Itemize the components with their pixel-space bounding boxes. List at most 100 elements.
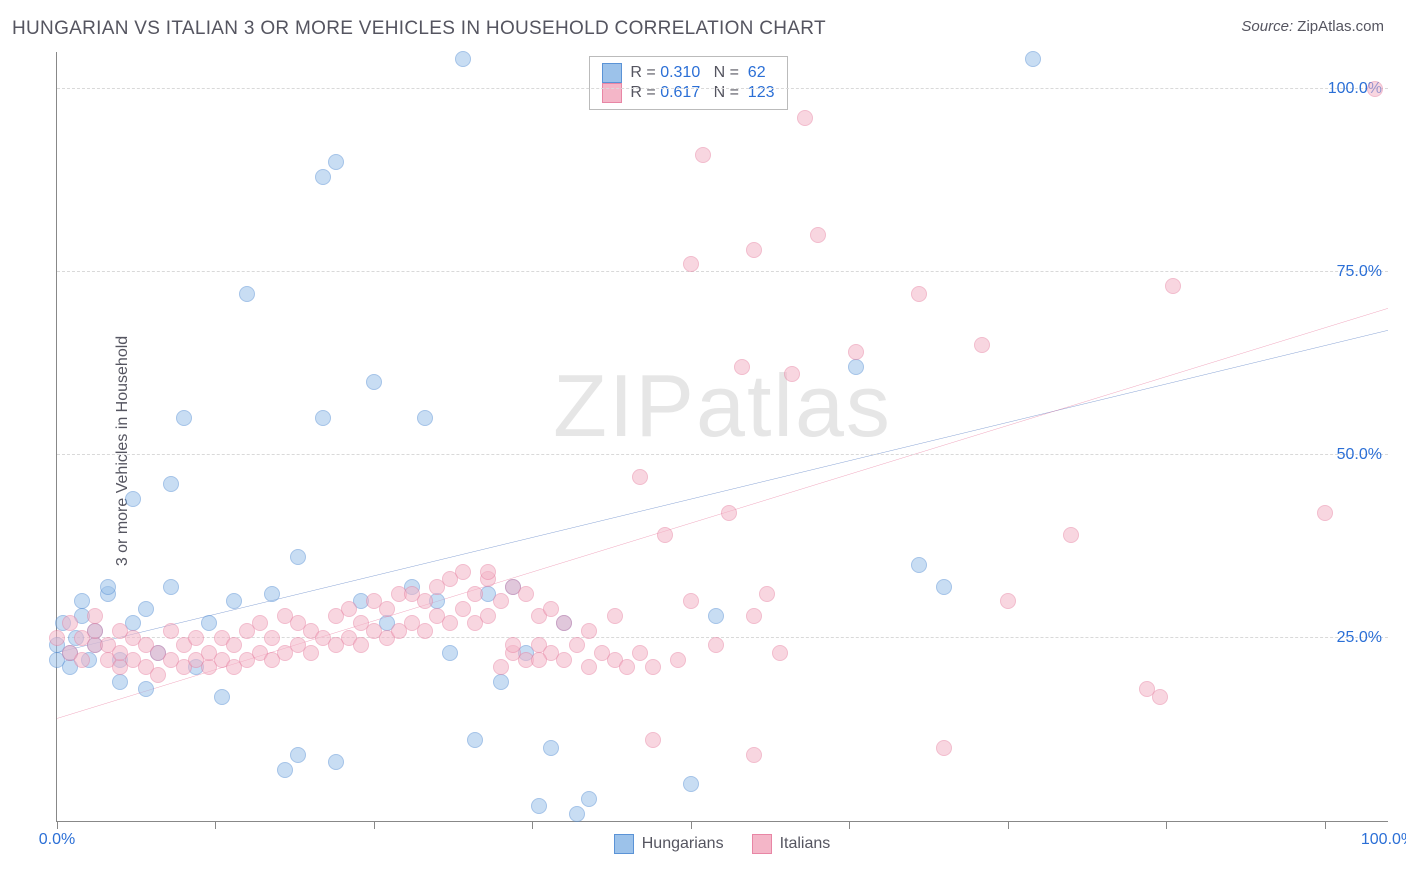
scatter-point: [911, 286, 927, 302]
gridline: [57, 88, 1388, 89]
scatter-point: [480, 564, 496, 580]
scatter-point: [467, 732, 483, 748]
scatter-point: [848, 344, 864, 360]
chart-title: HUNGARIAN VS ITALIAN 3 OR MORE VEHICLES …: [12, 18, 826, 40]
scatter-point: [683, 776, 699, 792]
x-tick: [57, 821, 58, 829]
scatter-point: [1152, 689, 1168, 705]
scatter-point: [455, 51, 471, 67]
scatter-point: [632, 469, 648, 485]
scatter-point: [670, 652, 686, 668]
scatter-point: [226, 637, 242, 653]
scatter-point: [176, 410, 192, 426]
legend-swatch: [602, 83, 622, 103]
scatter-point: [1165, 278, 1181, 294]
scatter-point: [315, 410, 331, 426]
scatter-point: [150, 667, 166, 683]
scatter-point: [442, 615, 458, 631]
x-tick: [532, 821, 533, 829]
scatter-point: [1063, 527, 1079, 543]
stats-row: R = 0.617 N = 123: [602, 83, 774, 103]
scatter-point: [657, 527, 673, 543]
scatter-point: [252, 615, 268, 631]
x-tick: [1166, 821, 1167, 829]
scatter-point: [746, 747, 762, 763]
scatter-point: [100, 579, 116, 595]
scatter-point: [746, 608, 762, 624]
scatter-point: [214, 689, 230, 705]
scatter-point: [518, 586, 534, 602]
scatter-point: [911, 557, 927, 573]
scatter-point: [290, 549, 306, 565]
scatter-point: [188, 630, 204, 646]
scatter-point: [62, 615, 78, 631]
scatter-point: [87, 623, 103, 639]
scatter-point: [772, 645, 788, 661]
scatter-point: [746, 242, 762, 258]
scatter-point: [1317, 505, 1333, 521]
scatter-point: [366, 374, 382, 390]
scatter-point: [379, 601, 395, 617]
scatter-point: [1000, 593, 1016, 609]
scatter-point: [645, 659, 661, 675]
scatter-point: [721, 505, 737, 521]
watermark: ZIPatlas: [553, 355, 892, 457]
scatter-point: [493, 674, 509, 690]
legend-swatch: [614, 834, 634, 854]
y-tick-label: 75.0%: [1337, 263, 1382, 281]
scatter-point: [607, 608, 623, 624]
bottom-legend: HungariansItalians: [56, 834, 1388, 854]
scatter-point: [341, 601, 357, 617]
scatter-point: [303, 645, 319, 661]
trend-line: [57, 330, 1388, 652]
scatter-point: [797, 110, 813, 126]
scatter-point: [759, 586, 775, 602]
scatter-point: [480, 608, 496, 624]
y-tick-label: 50.0%: [1337, 446, 1382, 464]
scatter-point: [442, 645, 458, 661]
scatter-point: [936, 740, 952, 756]
scatter-point: [619, 659, 635, 675]
scatter-point: [974, 337, 990, 353]
gridline: [57, 637, 1388, 638]
scatter-point: [543, 601, 559, 617]
scatter-point: [683, 593, 699, 609]
scatter-point: [264, 586, 280, 602]
scatter-point: [505, 637, 521, 653]
scatter-point: [125, 491, 141, 507]
x-tick: [215, 821, 216, 829]
scatter-point: [708, 637, 724, 653]
legend-item: Italians: [752, 834, 831, 854]
scatter-point: [290, 747, 306, 763]
trend-lines: [57, 52, 1388, 821]
scatter-point: [239, 286, 255, 302]
scatter-point: [581, 659, 597, 675]
scatter-point: [936, 579, 952, 595]
scatter-point: [49, 630, 65, 646]
scatter-point: [467, 586, 483, 602]
legend-swatch: [602, 63, 622, 83]
scatter-point: [201, 615, 217, 631]
scatter-point: [569, 806, 585, 822]
scatter-point: [581, 791, 597, 807]
scatter-point: [493, 659, 509, 675]
scatter-point: [328, 754, 344, 770]
chart-area: 3 or more Vehicles in Household ZIPatlas…: [12, 52, 1388, 850]
scatter-point: [493, 593, 509, 609]
gridline: [57, 454, 1388, 455]
stats-row: R = 0.310 N = 62: [602, 63, 774, 83]
stats-legend-box: R = 0.310 N = 62R = 0.617 N = 123: [589, 56, 787, 110]
scatter-point: [543, 740, 559, 756]
scatter-point: [556, 652, 572, 668]
scatter-point: [87, 608, 103, 624]
plot-region: ZIPatlas R = 0.310 N = 62R = 0.617 N = 1…: [56, 52, 1388, 822]
scatter-point: [163, 623, 179, 639]
scatter-point: [138, 601, 154, 617]
scatter-point: [163, 476, 179, 492]
scatter-point: [163, 579, 179, 595]
scatter-point: [645, 732, 661, 748]
scatter-point: [1367, 81, 1383, 97]
scatter-point: [531, 798, 547, 814]
source-prefix: Source:: [1241, 18, 1297, 35]
legend-label: Italians: [780, 835, 831, 853]
